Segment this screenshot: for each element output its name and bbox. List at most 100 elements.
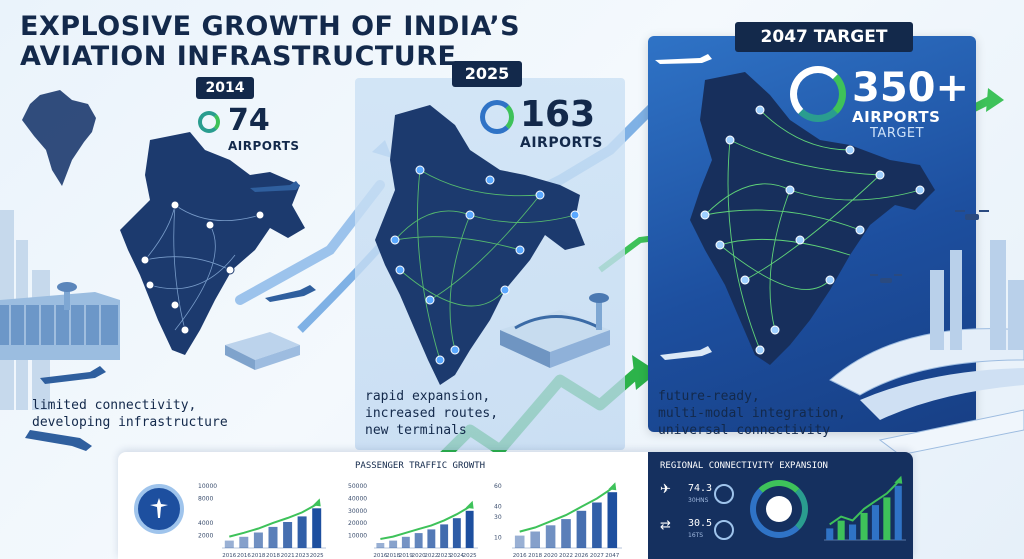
bar-mark xyxy=(860,512,868,540)
x-tick-label: 2016 xyxy=(373,553,387,558)
y-tick-label: 40 xyxy=(494,504,502,511)
bar-mark xyxy=(312,508,322,548)
x-tick-label: 2016 xyxy=(237,553,251,558)
bar-mark xyxy=(592,502,602,548)
title-line-1: EXPLOSIVE GROWTH OF INDIA’S xyxy=(20,11,521,42)
bar-mark xyxy=(253,532,263,548)
bar-chart-3: 60 40 30 10 2016 2018 2020 2022 2026 2027 2047 xyxy=(494,482,622,558)
india-map-2014 xyxy=(120,132,305,355)
airplane-icon xyxy=(25,54,712,451)
trend-arrowhead xyxy=(894,475,903,484)
x-tick-label: 2016 xyxy=(513,553,527,558)
y-tick-label: 10000 xyxy=(348,533,367,540)
y-tick-label: 10 xyxy=(494,535,502,542)
bar-mark xyxy=(283,522,293,548)
regional-stat-1-value: 74.3 xyxy=(688,483,713,494)
x-tick-label: 2018 xyxy=(266,553,280,558)
connectivity-center-icon xyxy=(766,496,792,522)
bar-mark xyxy=(401,536,410,548)
bar-mark xyxy=(268,526,278,548)
network-icon xyxy=(714,520,734,540)
year-badge-2025: 2025 xyxy=(452,61,522,87)
y-tick-label: 40000 xyxy=(348,495,367,502)
bar-mark xyxy=(440,524,449,548)
airport-sublabel-2047: TARGET xyxy=(870,126,925,141)
bar-mark xyxy=(883,497,891,540)
bar-mark xyxy=(837,520,845,540)
train-icon xyxy=(829,328,1024,456)
globe-icon xyxy=(714,484,734,504)
x-tick-label: 2021 xyxy=(281,553,295,558)
trend-line xyxy=(380,505,471,540)
ring-icon-2014 xyxy=(198,111,220,133)
bar-mark xyxy=(414,533,423,548)
bar-mark xyxy=(452,518,461,548)
trend-line xyxy=(519,487,613,533)
y-tick-label: 30000 xyxy=(348,508,367,515)
bar-mark xyxy=(224,540,234,548)
bar-mark xyxy=(427,529,436,548)
y-tick-label: 30 xyxy=(494,514,502,521)
bar-mark xyxy=(826,528,834,540)
x-tick-label: 2047 xyxy=(605,553,619,558)
x-tick-label: 2016 xyxy=(222,553,236,558)
x-tick-label: 2018 xyxy=(528,553,542,558)
bar-mark xyxy=(607,492,618,548)
bar-mark xyxy=(871,505,879,540)
y-tick-label: 20000 xyxy=(348,520,367,527)
airport-label-2047: AIRPORTS xyxy=(852,108,941,126)
x-tick-label: 2018 xyxy=(251,553,265,558)
bar-mark xyxy=(561,519,571,548)
x-tick-label: 2024 xyxy=(450,553,464,558)
y-tick-label: 2000 xyxy=(198,533,213,540)
bar-mark xyxy=(894,485,902,541)
x-tick-label: 2022 xyxy=(424,553,438,558)
x-tick-label: 2023 xyxy=(437,553,451,558)
airport-label-2025: AIRPORTS xyxy=(520,135,603,151)
trend-line xyxy=(229,503,318,538)
x-tick-label: 2025 xyxy=(310,553,324,558)
regional-stat-2-value: 30.5 xyxy=(688,518,713,529)
trend-line xyxy=(829,481,900,526)
regional-stat-2-unit: 16TS xyxy=(688,532,704,539)
year-badge-2047: 2047 TARGET xyxy=(735,22,913,52)
description-2047-line-1: future-ready, xyxy=(658,389,760,404)
bar-chart-4 xyxy=(824,475,906,541)
bar-mark xyxy=(530,531,540,548)
india-map-2025 xyxy=(375,105,585,385)
x-tick-label: 2018 xyxy=(386,553,400,558)
airport-label-2014: AIRPORTS xyxy=(228,139,300,153)
airport-terminal-icon xyxy=(225,332,300,370)
airport-terminal-2025 xyxy=(500,293,610,368)
year-badge-2014: 2014 xyxy=(196,77,254,99)
y-tick-label: 50000 xyxy=(348,483,367,490)
trend-arrowhead xyxy=(312,498,321,507)
india-outline-small xyxy=(22,90,96,186)
trend-arrowhead xyxy=(608,482,617,491)
bar-mark xyxy=(239,536,249,548)
ring-icon-2025 xyxy=(480,100,514,134)
x-tick-label: 2019 xyxy=(399,553,413,558)
bar-mark xyxy=(849,524,857,540)
x-tick-label: 2027 xyxy=(590,553,604,558)
y-tick-label: 10000 xyxy=(198,483,217,490)
regional-connectivity-title: REGIONAL CONNECTIVITY EXPANSION xyxy=(660,461,828,471)
x-tick-label: 2023 xyxy=(295,553,309,558)
description-2014-line-1: limited connectivity, xyxy=(32,398,197,413)
airport-count-2014: 74 xyxy=(228,103,270,138)
x-tick-label: 2025 xyxy=(463,553,477,558)
bar-mark xyxy=(297,516,307,548)
airplane-small-icon: ✈ xyxy=(660,482,671,497)
passenger-traffic-title: PASSENGER TRAFFIC GROWTH xyxy=(355,461,486,471)
description-2025-line-1: rapid expansion, xyxy=(365,389,491,404)
description-2014-line-2: developing infrastructure xyxy=(32,415,228,430)
bar-mark xyxy=(389,540,398,548)
y-tick-label: 8000 xyxy=(198,495,213,502)
bar-mark xyxy=(545,525,556,548)
description-2025-line-3: new terminals xyxy=(365,423,467,438)
regional-stat-1-unit: 30HNS xyxy=(688,497,709,504)
x-tick-label: 2022 xyxy=(559,553,573,558)
bar-mark xyxy=(514,535,525,548)
